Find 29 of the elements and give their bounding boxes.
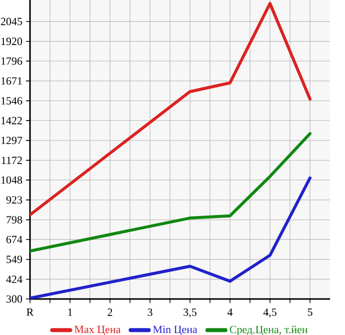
legend-label: Max Цена [74, 326, 121, 335]
line-series [30, 2, 312, 216]
y-tick-label: 923 [6, 196, 22, 204]
legend-label: Min Цена [153, 326, 198, 335]
y-tick-label: 798 [6, 216, 22, 224]
y-tick-label: 2045 [0, 18, 22, 26]
x-tick-label: 3 [148, 308, 152, 316]
y-tick-label: 300 [6, 295, 22, 303]
x-tick-label: 4 [227, 308, 233, 316]
y-tick-label: 549 [6, 256, 22, 264]
y-tick-label: 1546 [1, 97, 22, 105]
y-tick-label: 1048 [1, 176, 22, 184]
x-tick-label: 1 [68, 308, 72, 316]
y-tick-label: 1796 [1, 57, 22, 65]
line-series [30, 176, 312, 299]
x-tick-label: R [26, 308, 34, 316]
y-tick-label: 674 [6, 236, 22, 244]
x-tick-label: 4,5 [263, 308, 276, 318]
y-tick-label: 1297 [1, 136, 22, 144]
y-tick-label: 1671 [1, 77, 22, 85]
y-tick-label: 424 [6, 276, 22, 283]
y-tick-label: 1422 [1, 116, 22, 124]
y-tick-label: 1920 [1, 38, 22, 46]
line-series [30, 132, 312, 252]
x-tick-label: 2 [108, 308, 112, 316]
legend-label: Сред.Цена, т.йен [230, 326, 308, 335]
y-tick-label: 1172 [2, 156, 22, 164]
x-tick-label: 5 [308, 308, 312, 316]
x-tick-label: 3,5 [184, 308, 196, 318]
